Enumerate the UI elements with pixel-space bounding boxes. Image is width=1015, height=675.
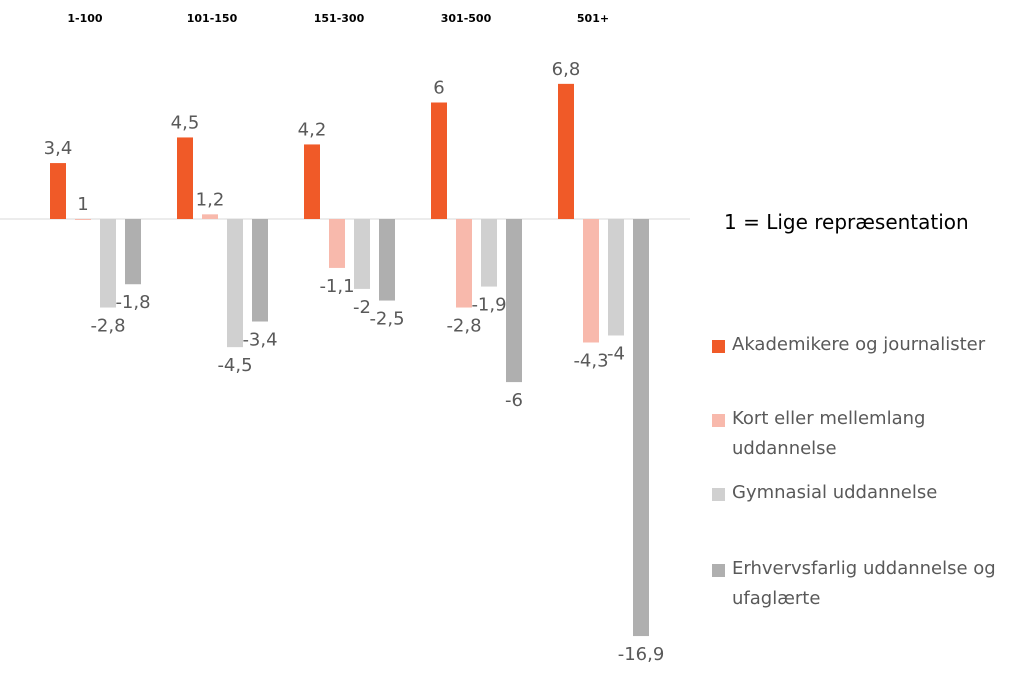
bar bbox=[558, 83, 574, 219]
legend-item-akademikere: Akademikere og journalister bbox=[712, 330, 1015, 360]
bar bbox=[75, 219, 91, 220]
data-label: -4,3 bbox=[573, 350, 608, 371]
bar bbox=[583, 219, 599, 343]
bar bbox=[100, 219, 116, 308]
bar bbox=[329, 219, 345, 268]
data-label: -6 bbox=[505, 390, 523, 411]
data-label: -4,5 bbox=[217, 355, 252, 376]
bar bbox=[202, 214, 218, 219]
data-label: -1,8 bbox=[115, 292, 150, 313]
legend-swatch-erhvervsfarlig bbox=[712, 564, 725, 577]
legend-item-erhvervsfarlig: Erhvervsfarlig uddannelse og ufaglærte bbox=[712, 554, 1015, 614]
data-label: -4 bbox=[607, 344, 625, 365]
data-label: 1 bbox=[77, 194, 88, 215]
data-label: -1,9 bbox=[471, 295, 506, 316]
data-label: 1,2 bbox=[196, 189, 225, 210]
data-label: -2 bbox=[353, 297, 371, 318]
bar bbox=[125, 219, 141, 285]
bar bbox=[456, 219, 472, 308]
data-label: 6 bbox=[433, 78, 444, 99]
data-label: 3,4 bbox=[44, 138, 73, 159]
legend-label-gymnasial: Gymnasial uddannelse bbox=[732, 482, 938, 503]
legend-item-kort-mellemlang: Kort eller mellemlang uddannelse bbox=[712, 404, 962, 464]
data-label: 4,5 bbox=[171, 112, 200, 133]
legend-label-erhvervsfarlig: Erhvervsfarlig uddannelse og ufaglærte bbox=[732, 558, 996, 609]
category-label: 151-300 bbox=[314, 12, 365, 25]
data-label: -2,5 bbox=[369, 309, 404, 330]
legend-swatch-akademikere bbox=[712, 340, 725, 353]
legend-swatch-gymnasial bbox=[712, 488, 725, 501]
bar bbox=[177, 137, 193, 219]
category-label: 101-150 bbox=[187, 12, 238, 25]
baseline-note: 1 = Lige repræsentation bbox=[724, 210, 969, 234]
bar bbox=[608, 219, 624, 336]
bar-chart: 1-100 101-150 151-300 301-500 501+ 3,4 4,5 4,2 6… bbox=[0, 12, 690, 665]
legend-label-akademikere: Akademikere og journalister bbox=[732, 334, 986, 355]
bar bbox=[481, 219, 497, 287]
bar bbox=[379, 219, 395, 301]
bar bbox=[633, 219, 649, 637]
bar bbox=[252, 219, 268, 322]
data-label: -3,4 bbox=[242, 330, 277, 351]
data-label: 4,2 bbox=[298, 119, 327, 140]
category-label: 301-500 bbox=[441, 12, 492, 25]
bar bbox=[50, 163, 66, 219]
bar bbox=[354, 219, 370, 289]
legend-label-kort-mellemlang: Kort eller mellemlang uddannelse bbox=[732, 408, 926, 459]
data-label: -2,8 bbox=[446, 316, 481, 337]
bar bbox=[431, 102, 447, 219]
legend-swatch-kort-mellemlang bbox=[712, 414, 725, 427]
bar bbox=[227, 219, 243, 348]
bar bbox=[506, 219, 522, 383]
data-label: -16,9 bbox=[618, 644, 665, 665]
data-label: -2,8 bbox=[90, 316, 125, 337]
data-label: 6,8 bbox=[552, 59, 581, 80]
legend-item-gymnasial: Gymnasial uddannelse bbox=[712, 478, 1015, 508]
bar bbox=[304, 144, 320, 219]
category-label: 1-100 bbox=[67, 12, 103, 25]
data-label: -1,1 bbox=[319, 276, 354, 297]
category-label: 501+ bbox=[577, 12, 609, 25]
